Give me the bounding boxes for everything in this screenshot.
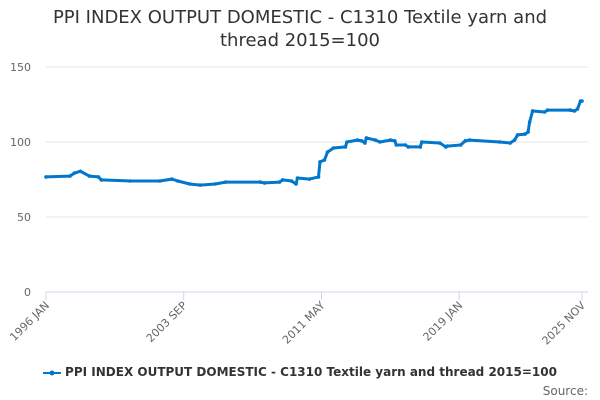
data-point [545, 108, 550, 112]
data-point [175, 179, 180, 183]
data-point [515, 133, 520, 137]
data-point [294, 182, 298, 186]
y-tick-label: 50 [17, 211, 31, 224]
data-point [258, 180, 262, 184]
data-point [403, 143, 408, 147]
data-point [68, 174, 72, 178]
y-tick-label: 150 [10, 61, 31, 74]
data-point [360, 139, 364, 143]
data-point [419, 140, 424, 144]
data-point [72, 171, 77, 175]
data-point [157, 179, 162, 183]
y-tick-label: 100 [10, 136, 31, 149]
data-point [198, 183, 203, 187]
data-point [213, 182, 217, 186]
data-point [87, 174, 92, 178]
data-point [437, 141, 442, 145]
data-point [393, 139, 397, 143]
data-point [512, 138, 517, 142]
legend-line-marker-icon [43, 370, 62, 375]
series-line [45, 99, 582, 187]
data-point [526, 130, 530, 134]
data-point [568, 108, 572, 112]
data-point [418, 145, 423, 149]
data-point [343, 145, 348, 149]
data-point [508, 141, 512, 145]
data-point [331, 146, 336, 150]
data-point [128, 179, 132, 183]
data-point [99, 178, 104, 182]
line-chart: 0 50 100 150 1996 JAN 2003 SEP 2011 MAY 2019 J… [7, 61, 589, 348]
data-point [289, 179, 294, 183]
source-label: Source: [542, 384, 588, 398]
data-point [467, 138, 472, 142]
data-point [223, 180, 228, 184]
data-point [295, 176, 300, 180]
data-point [78, 169, 83, 174]
data-point [463, 139, 468, 143]
data-point [325, 150, 330, 154]
data-point [345, 140, 349, 144]
data-point [364, 136, 369, 140]
x-tick-label: 2019 JAN [421, 299, 466, 344]
data-point [530, 109, 535, 113]
data-point [542, 110, 547, 114]
data-point [363, 141, 367, 145]
data-point [307, 177, 312, 181]
legend-label: PPI INDEX OUTPUT DOMESTIC - C1310 Textil… [65, 365, 557, 379]
data-point [169, 177, 174, 181]
data-point [44, 175, 48, 179]
chart-title: PPI INDEX OUTPUT DOMESTIC - C1310 Textil… [0, 6, 600, 52]
x-tick-label: 2003 SEP [144, 299, 190, 345]
data-point [523, 132, 527, 136]
data-point [262, 181, 267, 185]
data-point [277, 180, 282, 184]
data-point [575, 107, 580, 111]
data-point [394, 143, 399, 147]
y-tick-label: 0 [24, 286, 31, 299]
data-point [280, 178, 285, 182]
data-point [580, 99, 584, 103]
data-point [316, 175, 321, 179]
x-tick-label: 2011 MAY [280, 299, 328, 347]
data-point [355, 138, 360, 142]
data-point [318, 160, 322, 164]
data-point [527, 120, 532, 124]
data-point [458, 143, 463, 147]
x-tick-label: 1996 JAN [7, 299, 52, 344]
chart-title-line-1: PPI INDEX OUTPUT DOMESTIC - C1310 Textil… [52, 7, 548, 28]
x-tick-label: 2025 NOV [540, 299, 589, 348]
chart-title-line-2: thread 2015=100 [220, 30, 380, 51]
data-point [388, 138, 393, 142]
data-point [187, 182, 192, 186]
data-point [497, 140, 502, 144]
data-point [322, 158, 327, 162]
legend[interactable]: PPI INDEX OUTPUT DOMESTIC - C1310 Textil… [0, 365, 600, 379]
data-point [96, 175, 101, 179]
data-point [445, 144, 450, 148]
data-point [572, 109, 577, 113]
data-point [373, 138, 378, 142]
data-point [406, 145, 411, 149]
data-point [378, 140, 382, 144]
